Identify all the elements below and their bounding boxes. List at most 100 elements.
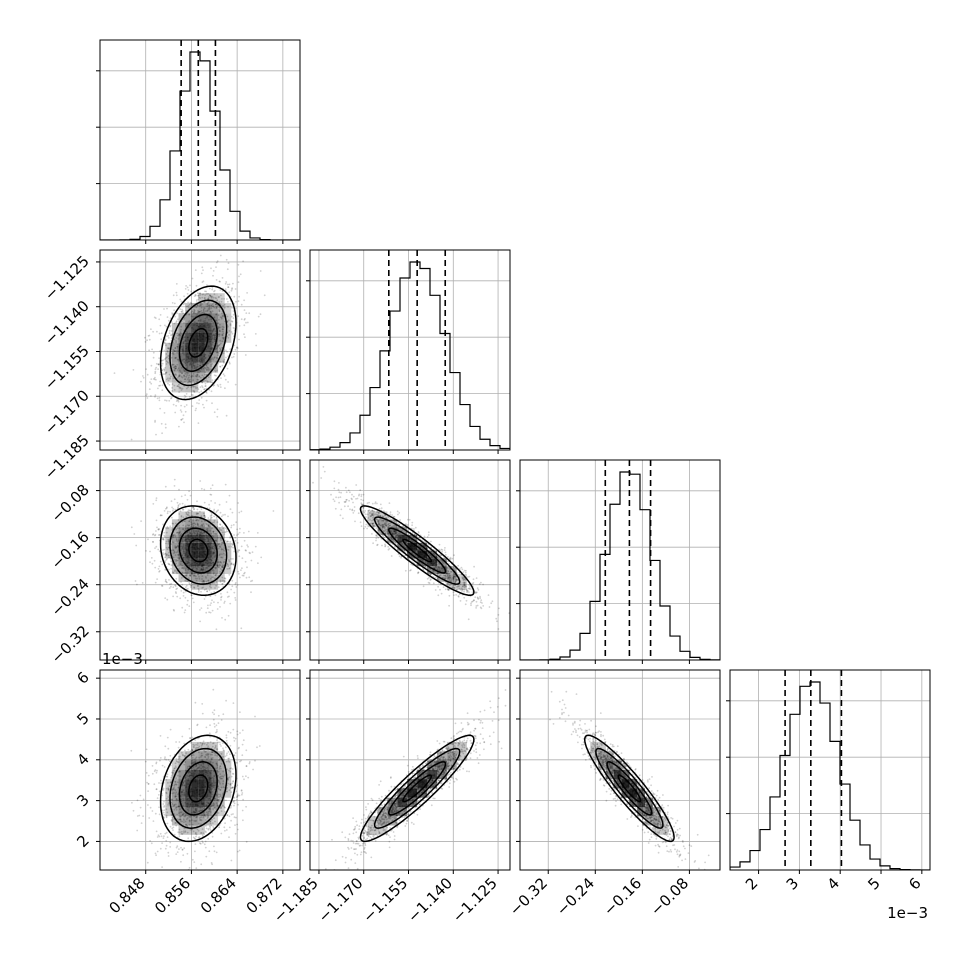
sample-point bbox=[199, 480, 202, 482]
sample-point bbox=[194, 269, 197, 271]
sample-point bbox=[230, 545, 233, 548]
sample-point bbox=[471, 582, 474, 585]
sample-point bbox=[173, 384, 176, 387]
sample-point bbox=[215, 313, 218, 316]
sample-point bbox=[170, 356, 173, 359]
sample-point bbox=[388, 547, 391, 550]
sample-point bbox=[135, 544, 138, 547]
sample-point bbox=[171, 516, 173, 519]
sample-point bbox=[443, 549, 446, 551]
sample-point bbox=[176, 343, 179, 346]
sample-point bbox=[215, 533, 218, 535]
sample-point bbox=[210, 592, 213, 594]
sample-point bbox=[192, 385, 195, 388]
sample-point bbox=[175, 546, 178, 548]
sample-point bbox=[200, 304, 202, 307]
panel-0-0 bbox=[96, 39, 301, 244]
sample-point bbox=[234, 288, 237, 290]
sample-point bbox=[248, 576, 251, 579]
sample-point bbox=[449, 558, 452, 560]
sample-point bbox=[189, 737, 191, 739]
sample-point bbox=[216, 608, 219, 610]
sample-point bbox=[187, 512, 190, 514]
sample-point bbox=[176, 312, 178, 315]
sample-point bbox=[389, 536, 392, 539]
sample-point bbox=[166, 350, 169, 352]
sample-point bbox=[196, 585, 199, 587]
sample-point bbox=[219, 545, 221, 547]
sample-point bbox=[219, 330, 222, 332]
density-cell bbox=[211, 558, 219, 567]
sample-point bbox=[193, 310, 196, 313]
sample-point bbox=[447, 577, 450, 579]
sample-point bbox=[448, 576, 450, 578]
sample-point bbox=[208, 388, 211, 391]
sample-point bbox=[190, 386, 193, 388]
sample-point bbox=[231, 585, 234, 588]
sample-point bbox=[360, 495, 363, 498]
sample-point bbox=[238, 555, 241, 558]
sample-point bbox=[175, 522, 177, 525]
sample-point bbox=[183, 302, 186, 304]
sample-point bbox=[233, 591, 236, 594]
sample-point bbox=[155, 519, 158, 522]
sample-point bbox=[175, 853, 178, 855]
sample-point bbox=[207, 362, 210, 365]
sample-point bbox=[172, 522, 175, 525]
sample-point bbox=[180, 404, 183, 407]
sample-point bbox=[204, 517, 206, 519]
sample-point bbox=[169, 556, 171, 559]
sample-point bbox=[453, 575, 455, 578]
sample-point bbox=[213, 290, 215, 293]
sample-point bbox=[376, 502, 378, 505]
sample-point bbox=[497, 614, 500, 616]
sample-point bbox=[379, 518, 381, 521]
sample-point bbox=[221, 315, 224, 318]
sample-point bbox=[171, 334, 174, 336]
density-cell bbox=[211, 581, 219, 590]
sample-point bbox=[488, 606, 491, 608]
sample-point bbox=[437, 585, 439, 588]
sample-point bbox=[232, 355, 235, 358]
sample-point bbox=[222, 527, 225, 530]
sample-point bbox=[323, 470, 326, 473]
sample-point bbox=[153, 534, 156, 537]
sample-point bbox=[231, 332, 234, 335]
sample-point bbox=[152, 378, 155, 380]
density-cell bbox=[165, 542, 172, 551]
sample-point bbox=[224, 513, 226, 516]
sample-point bbox=[175, 337, 178, 339]
sample-point bbox=[430, 573, 432, 576]
sample-point bbox=[175, 320, 178, 323]
sample-point bbox=[161, 359, 163, 362]
sample-point bbox=[209, 517, 212, 520]
sample-point bbox=[358, 494, 360, 497]
sample-point bbox=[178, 375, 181, 377]
sample-point bbox=[349, 491, 351, 494]
sample-point bbox=[216, 357, 219, 359]
sample-point bbox=[350, 497, 353, 500]
sample-point bbox=[463, 584, 466, 587]
sample-point bbox=[241, 557, 244, 560]
sample-point bbox=[210, 576, 213, 579]
sample-point bbox=[207, 524, 210, 527]
sample-point bbox=[195, 306, 198, 309]
sample-point bbox=[233, 353, 236, 355]
sample-point bbox=[167, 357, 170, 360]
sample-point bbox=[432, 566, 435, 569]
sample-point bbox=[181, 508, 184, 511]
sample-point bbox=[353, 506, 356, 508]
sample-point bbox=[498, 607, 500, 610]
sample-point bbox=[203, 388, 205, 391]
density-cell bbox=[191, 581, 199, 590]
sample-point bbox=[182, 312, 184, 314]
sample-point bbox=[165, 546, 168, 549]
sample-point bbox=[230, 563, 233, 565]
sample-point bbox=[355, 484, 358, 486]
sample-point bbox=[465, 599, 468, 602]
contour-3 bbox=[159, 505, 237, 597]
sample-point bbox=[243, 324, 246, 327]
sample-point bbox=[479, 595, 481, 598]
sample-point bbox=[241, 574, 244, 577]
sample-point bbox=[371, 533, 373, 535]
